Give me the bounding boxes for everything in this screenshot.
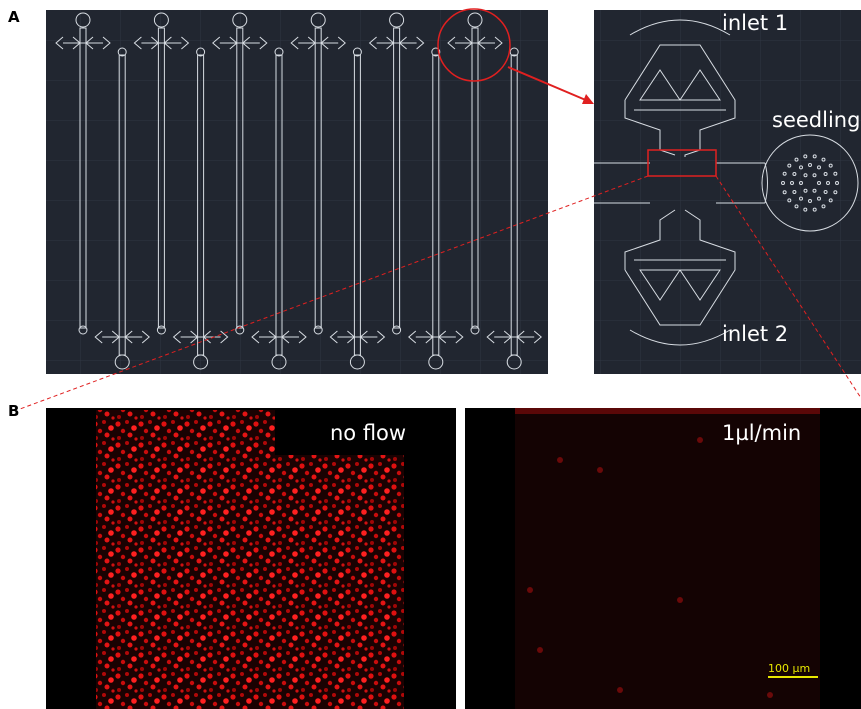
figure: A B inlet 1 seedling inlet 2 no flow 1µl… xyxy=(0,0,861,709)
channel-edge xyxy=(515,408,820,414)
cad-grid xyxy=(46,10,548,374)
faint-cell xyxy=(597,467,603,473)
faint-cell xyxy=(677,597,683,603)
inlet-label: inlet 1 xyxy=(722,11,788,35)
seedling-label: seedling xyxy=(772,108,860,132)
faint-cell xyxy=(527,587,533,593)
faint-cell xyxy=(617,687,623,693)
faint-cell xyxy=(557,457,563,463)
faint-cell xyxy=(767,692,773,698)
panel-label: A xyxy=(8,8,20,26)
inset-grid xyxy=(594,10,861,374)
caption: 1µl/min xyxy=(722,421,801,445)
caption: no flow xyxy=(330,421,406,445)
panel-label: B xyxy=(8,402,19,420)
inlet-label: inlet 2 xyxy=(722,322,788,346)
faint-cell xyxy=(697,437,703,443)
faint-cell xyxy=(537,647,543,653)
scale-label: 100 µm xyxy=(768,662,810,675)
